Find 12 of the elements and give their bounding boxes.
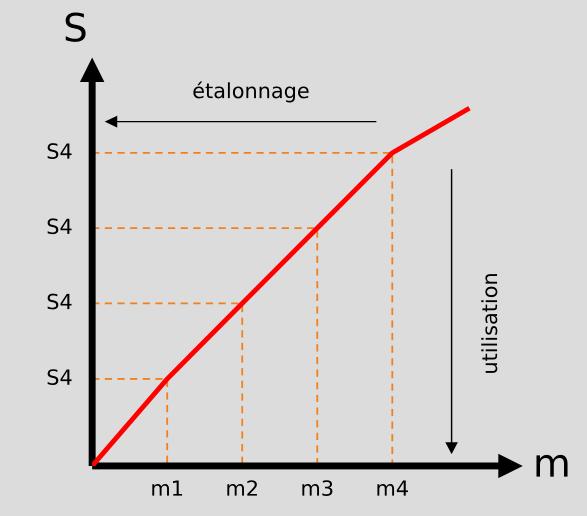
x-tick-label: m2 — [227, 480, 257, 496]
text: S4 — [48, 143, 72, 159]
annotation: utilisation — [481, 274, 498, 373]
y-axis-title: S — [66, 12, 86, 42]
x-tick-label: m3 — [302, 480, 332, 496]
text: étalonnage — [193, 81, 309, 102]
x-tick-label: m1 — [152, 480, 182, 496]
text: S4 — [48, 369, 72, 385]
x-tick-label: m4 — [377, 480, 408, 496]
text: S4 — [48, 294, 72, 310]
text: S4 — [48, 218, 72, 234]
x-axis-title: m — [536, 454, 568, 477]
